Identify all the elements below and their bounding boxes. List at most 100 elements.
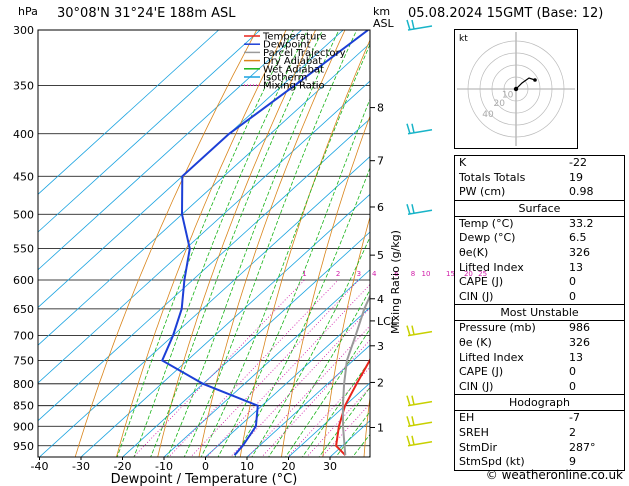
mu-row: θe (K) 326 [459, 335, 590, 349]
hodograph-ring-label: 20 [493, 99, 505, 109]
km-tick-label: 1 [377, 421, 384, 434]
pressure-tick-label: 400 [13, 128, 34, 141]
pressure-tick-label: 850 [13, 400, 34, 413]
isotherm-line [38, 30, 302, 271]
hodograph-box: kt 10 20 40 [454, 29, 578, 149]
wet-adiabat-line [318, 386, 370, 457]
legend-label: Dewpoint [263, 40, 311, 51]
surface-row: CAPE (J) 0 [459, 275, 576, 289]
mixing-ratio-label: 3 [357, 270, 361, 278]
hodograph-trace [515, 77, 536, 90]
wind-barb-icon [406, 325, 433, 337]
temperature-tick-label: -40 [31, 460, 49, 473]
asl-axis-label: ASL [373, 17, 394, 30]
surface-row: Temp (°C) 33.2 [459, 216, 594, 230]
km-tick-label: 7 [377, 155, 384, 168]
wet-adiabat-line [167, 30, 340, 457]
pressure-tick-label: 300 [13, 24, 34, 37]
isotherm-line [163, 269, 370, 457]
temperature-tick-label: -20 [114, 460, 132, 473]
mu-row: Pressure (mb) 986 [459, 321, 590, 335]
wet-adiabat-line [133, 30, 308, 457]
hodo-row: StmSpd (kt) 9 [459, 455, 576, 469]
wet-adiabat-line [150, 30, 324, 457]
mixing-ratio-line [247, 325, 370, 457]
pressure-tick-label: 600 [13, 274, 34, 287]
dry-adiabat-line [157, 30, 316, 457]
hodograph-ring [491, 64, 541, 114]
km-tick-label: 2 [377, 376, 384, 389]
mixing-ratio-label: 8 [411, 270, 415, 278]
wet-adiabat-line [200, 43, 370, 457]
pressure-tick-label: 350 [13, 80, 34, 93]
mixing-ratio-line [306, 386, 370, 457]
dry-adiabat-line [363, 393, 370, 457]
mu-row: CIN (J) 0 [459, 379, 576, 393]
temperature-tick-label: 0 [202, 460, 209, 473]
wind-barb-icon [406, 204, 433, 216]
wind-barb-icon [406, 19, 433, 31]
mu-row: Lifted Index 13 [459, 350, 583, 364]
temperature-line [335, 357, 370, 456]
dry-adiabat-line [198, 30, 346, 457]
wind-barb-icon [406, 123, 433, 135]
isotherm-line [38, 42, 370, 346]
wind-barb-icon [406, 395, 433, 407]
mixing-ratio-label: 2 [336, 270, 340, 278]
index-row-k: K -22 [459, 156, 587, 169]
pressure-tick-label: 950 [13, 440, 34, 453]
legend-label: Wet Adiabat [263, 64, 324, 75]
x-axis-title: Dewpoint / Temperature (°C) [111, 472, 298, 486]
mixing-ratio-label: 4 [372, 270, 377, 278]
index-row-totals: Totals Totals 19 [459, 170, 583, 184]
pressure-tick-label: 550 [13, 243, 34, 256]
legend-label: Mixing Ratio [263, 81, 325, 92]
dewpoint-line [160, 30, 369, 456]
mu-row: CAPE (J) 0 [459, 365, 576, 379]
mixing-ratio-label: 1 [302, 270, 306, 278]
hodograph-ring-label: 10 [502, 90, 514, 100]
hodograph-ring [479, 52, 553, 126]
mixing-ratio-line [168, 279, 339, 457]
mixing-ratio-label: 20 [464, 270, 473, 278]
legend-label: Dry Adiabat [263, 56, 322, 67]
isotherm-line [38, 30, 261, 233]
location-title: 30°08'N 31°24'E 188m ASL [57, 6, 236, 21]
copyright[interactable]: © weatheronline.co.uk [485, 468, 623, 482]
datetime-title: 05.08.2024 15GMT (Base: 12) [408, 6, 604, 21]
wind-barb-icon [406, 416, 433, 428]
isotherm-line [246, 344, 370, 457]
isotherm-line [204, 306, 370, 457]
wet-adiabat-line [285, 328, 370, 457]
wet-adiabat-line [183, 30, 358, 457]
km-tick-label: 4 [377, 293, 384, 306]
wet-adiabat-line [335, 411, 370, 457]
temperature-tick-label: 30 [323, 460, 337, 473]
temperature-tick-label: -30 [72, 460, 90, 473]
wet-adiabat-line [116, 30, 294, 457]
surface-title: Surface [455, 199, 624, 217]
isotherm-line [38, 30, 344, 309]
km-tick-label: 6 [377, 201, 384, 214]
pressure-tick-label: 900 [13, 420, 34, 433]
hodograph-table-title: Hodograph [455, 394, 624, 412]
hodo-row: SREH 2 [459, 425, 576, 439]
isotherm-line [38, 30, 219, 195]
mixing-ratio-line [261, 339, 370, 457]
dry-adiabat-line [281, 114, 370, 457]
hodograph-storm-motion [533, 78, 537, 82]
wind-barb-icon [406, 435, 433, 447]
isotherm-line [80, 193, 370, 457]
pressure-tick-label: 650 [13, 303, 34, 316]
hodograph-ring-label: 40 [482, 110, 494, 120]
mixing-ratio-line [287, 366, 370, 457]
hodo-row: StmDir 287° [459, 440, 596, 454]
hpa-axis-label: hPa [18, 5, 38, 18]
hodograph-ring [503, 76, 529, 102]
hodograph-origin [513, 86, 519, 92]
dry-adiabat-line [74, 30, 258, 457]
legend-label: Parcel Trajectory [263, 48, 346, 59]
pressure-tick-label: 450 [13, 170, 34, 183]
